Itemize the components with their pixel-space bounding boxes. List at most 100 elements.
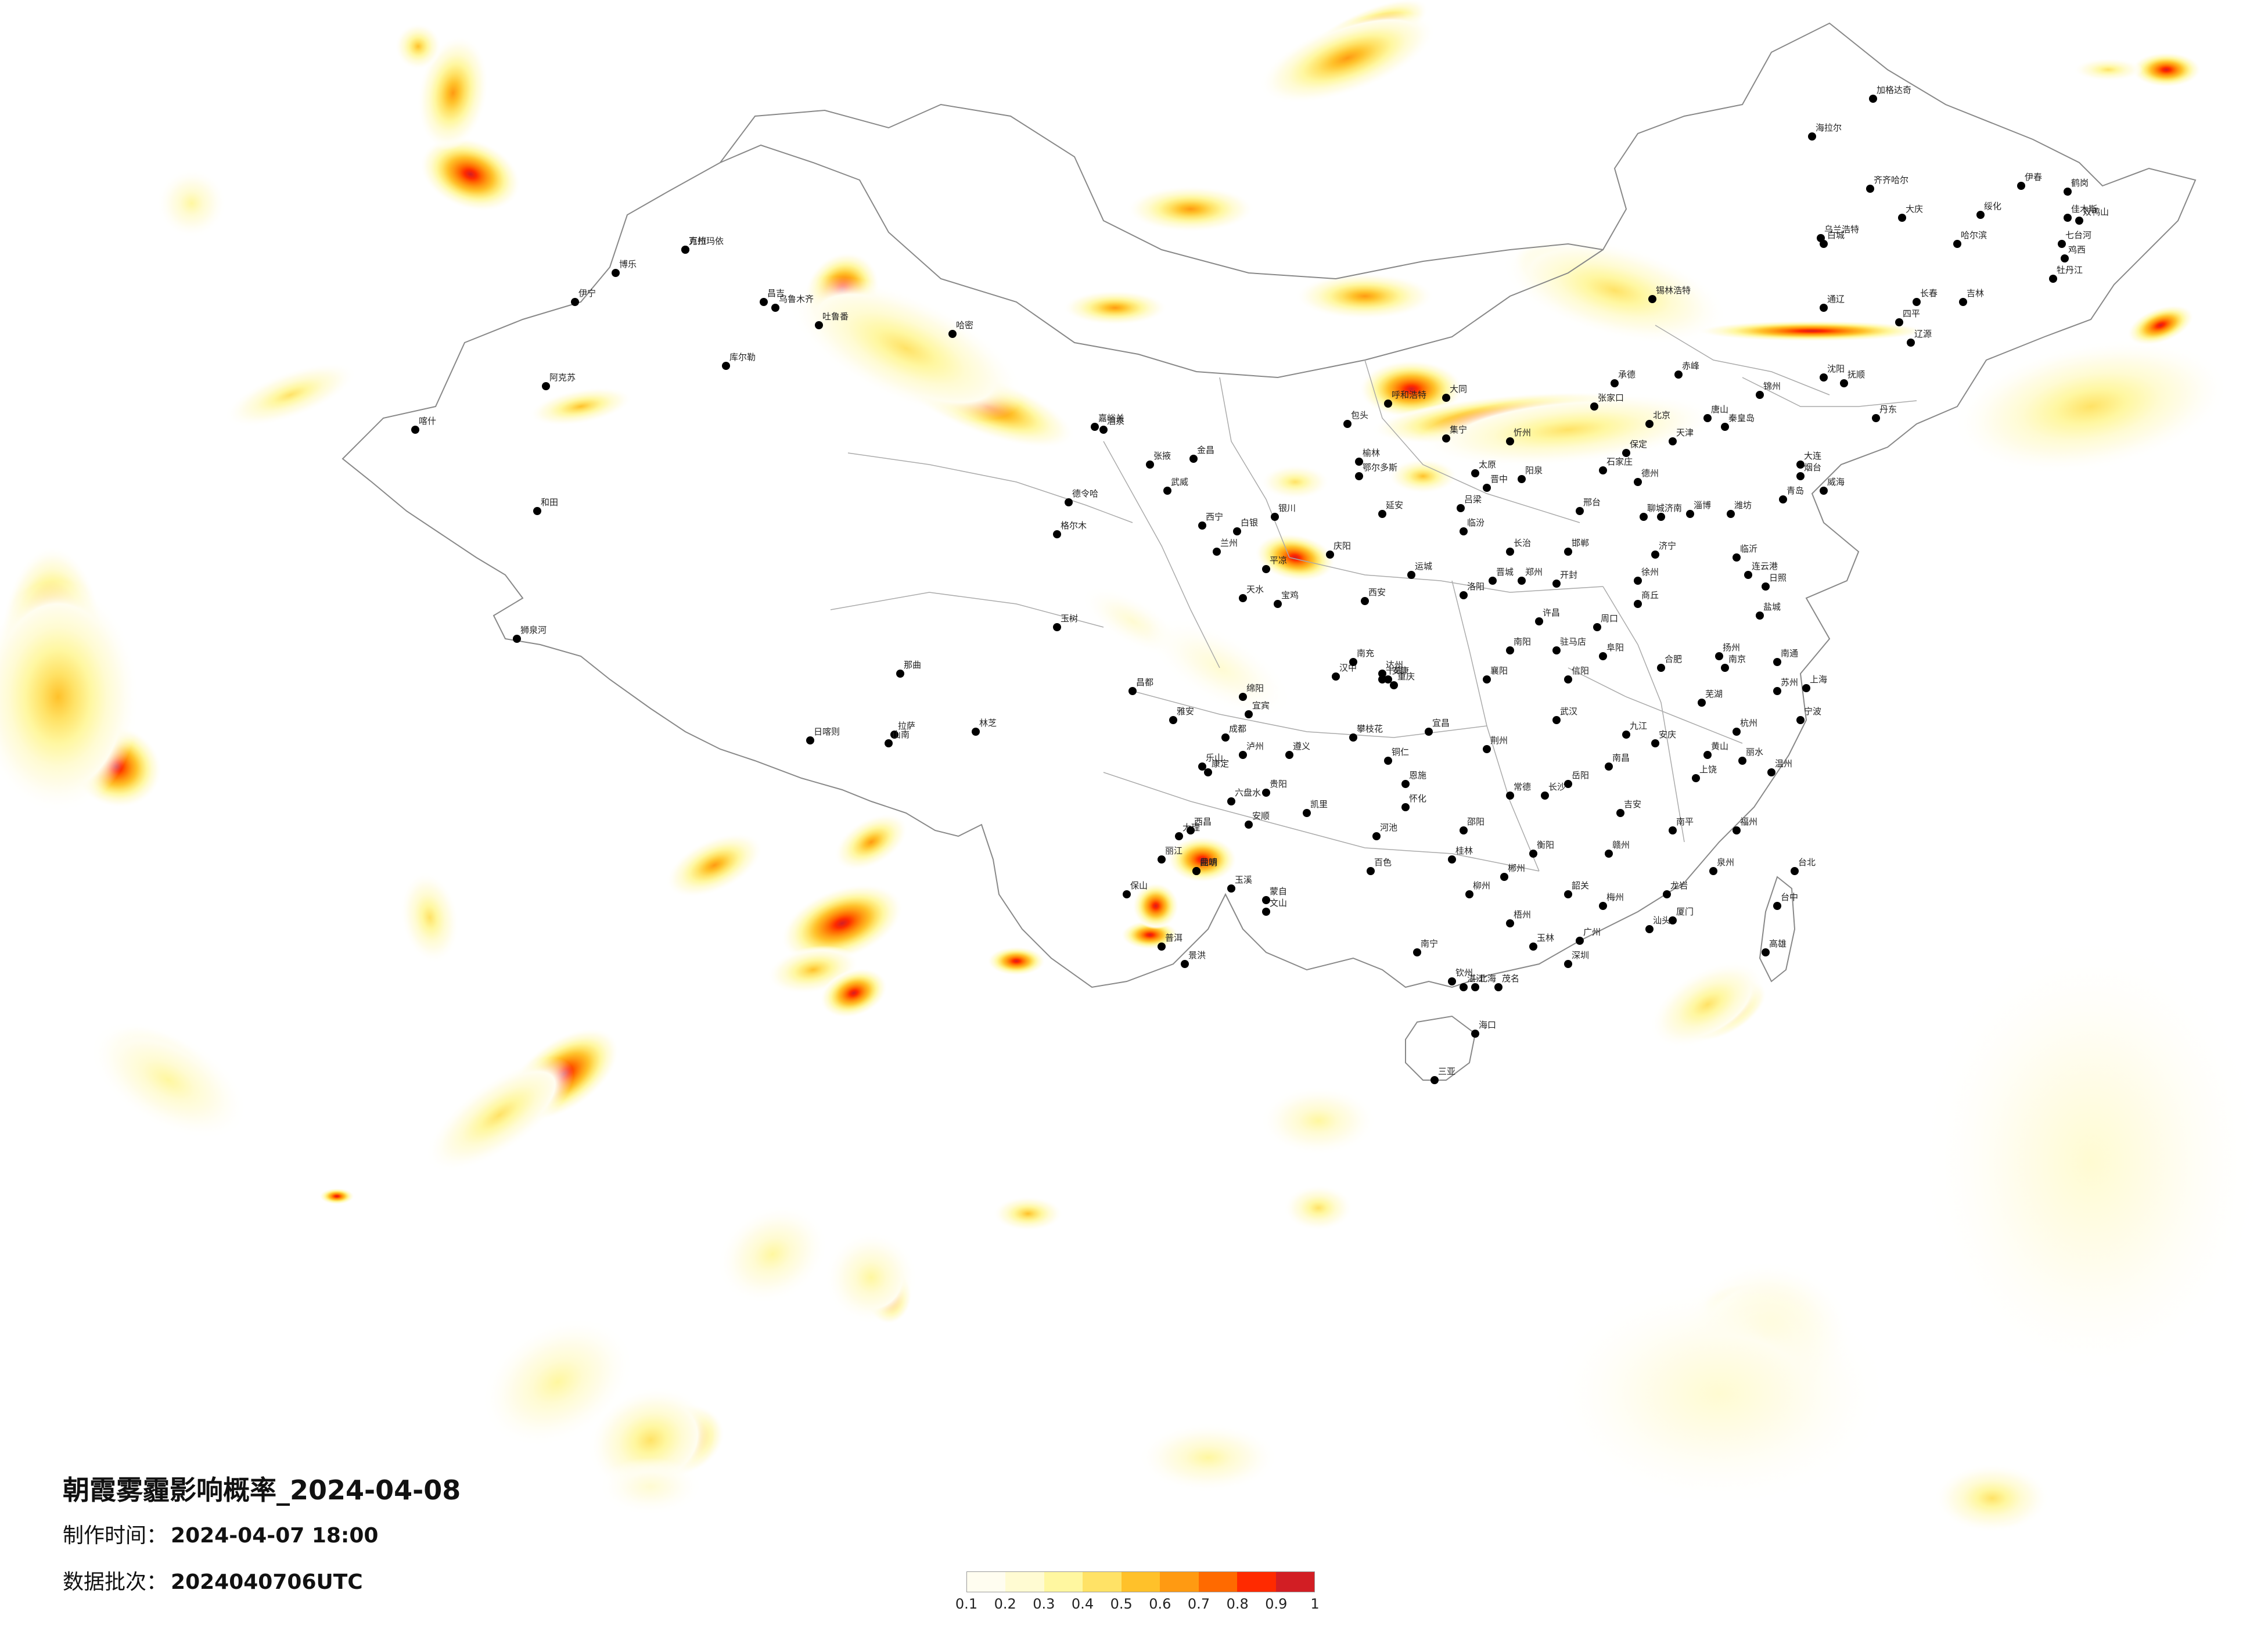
city-marker: 周口 — [1593, 613, 1618, 631]
city-marker: 吐鲁番 — [815, 311, 849, 329]
city-dot — [1239, 751, 1247, 759]
city-marker: 武威 — [1163, 477, 1188, 495]
city-dot — [1796, 461, 1805, 469]
city-marker: 通辽 — [1820, 294, 1845, 312]
legend-tick-label: 0.5 — [1110, 1596, 1133, 1612]
city-marker: 苏州 — [1773, 677, 1798, 695]
city-dot — [1471, 983, 1479, 991]
city-label: 济宁 — [1659, 541, 1676, 551]
city-marker: 三亚 — [1430, 1066, 1455, 1084]
city-dot — [571, 298, 579, 306]
city-marker: 宁波 — [1796, 706, 1821, 724]
city-dot — [411, 426, 419, 434]
city-label: 岳阳 — [1572, 770, 1589, 780]
city-dot — [681, 246, 689, 254]
city-dot — [1187, 826, 1195, 834]
city-marker: 天津 — [1669, 427, 1694, 445]
city-dot — [1651, 551, 1659, 559]
city-label: 驻马店 — [1560, 636, 1586, 647]
city-dot — [885, 739, 893, 747]
city-label: 昆明 — [1200, 857, 1217, 868]
city-label: 福州 — [1740, 816, 1757, 827]
city-dot — [2075, 217, 2083, 225]
city-marker: 鹤岗 — [2064, 178, 2089, 196]
city-dot — [1245, 710, 1253, 718]
city-marker: 桂林 — [1448, 846, 1473, 864]
city-dot — [760, 298, 768, 306]
city-label: 信阳 — [1572, 665, 1589, 676]
city-dot — [1506, 919, 1514, 927]
city-dot — [806, 736, 814, 744]
city-marker: 宜宾 — [1245, 700, 1270, 718]
city-label: 烟台 — [1804, 462, 1821, 473]
legend-swatch — [1121, 1572, 1160, 1592]
city-marker: 临汾 — [1460, 517, 1485, 535]
city-marker: 荆州 — [1483, 735, 1508, 753]
city-marker: 西昌 — [1187, 816, 1212, 834]
city-label: 广州 — [1583, 927, 1601, 937]
city-marker: 赣州 — [1605, 840, 1630, 858]
legend-tick-label: 0.9 — [1265, 1596, 1288, 1612]
city-dot — [1529, 942, 1537, 951]
legend-swatch — [1005, 1572, 1044, 1592]
haze-patch — [1259, 12, 1436, 104]
city-marker: 雅安 — [1169, 706, 1194, 724]
city-marker: 连云港 — [1744, 561, 1778, 579]
city-marker: 林芝 — [972, 718, 997, 736]
city-marker: 烟台 — [1796, 462, 1821, 480]
city-dot — [1175, 832, 1183, 840]
city-dot — [2049, 275, 2057, 283]
haze-patch — [1917, 929, 2265, 1394]
city-dot — [1460, 983, 1468, 991]
city-dot — [1401, 803, 1410, 811]
haze-patch — [1167, 836, 1237, 883]
city-marker: 十堰 — [1378, 665, 1403, 684]
city-label: 威海 — [1827, 477, 1845, 487]
city-label: 宁波 — [1804, 706, 1821, 717]
city-label: 康定 — [1212, 758, 1229, 769]
city-label: 常德 — [1514, 782, 1531, 792]
city-marker: 高雄 — [1762, 938, 1787, 956]
city-dot — [1564, 890, 1572, 898]
city-marker: 大连 — [1796, 451, 1821, 469]
taiwan-border — [1759, 876, 1796, 983]
city-label: 玉林 — [1537, 933, 1554, 943]
haze-patch — [417, 35, 489, 151]
city-dot — [1233, 527, 1241, 535]
city-dot — [1907, 339, 1915, 347]
city-label: 南充 — [1357, 648, 1374, 659]
haze-patch — [834, 813, 908, 871]
city-dot — [1500, 873, 1508, 881]
city-label: 安顺 — [1252, 811, 1270, 821]
city-marker: 晋中 — [1483, 474, 1508, 492]
city-label: 吉安 — [1624, 799, 1641, 810]
city-dot — [1053, 623, 1061, 631]
city-label: 鹤岗 — [2071, 178, 2089, 188]
city-dot — [1448, 977, 1456, 985]
legend-tick-label: 0.3 — [1033, 1596, 1055, 1612]
city-marker: 德令哈 — [1065, 488, 1098, 506]
city-dot — [1657, 513, 1665, 521]
city-marker: 榆林 — [1355, 448, 1380, 466]
city-marker: 济宁 — [1651, 541, 1676, 559]
city-label: 天水 — [1246, 584, 1264, 595]
city-dot — [1378, 675, 1386, 684]
city-dot — [1698, 699, 1706, 707]
city-marker: 安顺 — [1245, 811, 1270, 829]
city-label: 合肥 — [1665, 654, 1682, 664]
city-dot — [1796, 716, 1805, 724]
city-dot — [1227, 797, 1235, 805]
city-dot — [1518, 475, 1526, 483]
legend-swatch — [1237, 1572, 1276, 1592]
city-marker: 秦皇岛 — [1721, 413, 1755, 431]
city-dot — [1198, 521, 1206, 530]
city-marker: 南通 — [1773, 648, 1798, 666]
city-dot — [1361, 597, 1369, 605]
city-dot — [1213, 548, 1221, 556]
city-dot — [1762, 948, 1770, 956]
city-label: 和田 — [541, 497, 558, 508]
city-dot — [1820, 373, 1828, 382]
city-dot — [2017, 182, 2025, 190]
city-marker: 阳泉 — [1518, 465, 1543, 483]
color-legend: 0.1 0.2 0.3 0.4 0.5 0.6 0.7 0.8 0.9 1 — [955, 1571, 1320, 1617]
